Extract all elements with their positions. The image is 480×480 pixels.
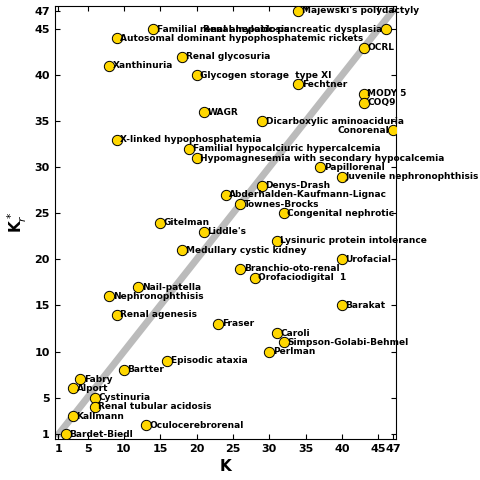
Point	[185, 145, 193, 153]
Text: X-linked hypophosphatemia: X-linked hypophosphatemia	[120, 135, 262, 144]
Text: Autosomal dominant hypophosphatemic rickets: Autosomal dominant hypophosphatemic rick…	[120, 34, 363, 43]
Y-axis label: K$_r^*$: K$_r^*$	[6, 212, 29, 233]
Text: Episodic ataxia: Episodic ataxia	[171, 356, 248, 365]
Point	[338, 255, 346, 263]
Text: Branchio-oto-renal: Branchio-oto-renal	[244, 264, 339, 273]
Point	[164, 357, 171, 365]
Point	[360, 99, 368, 107]
Point	[360, 44, 368, 51]
Point	[106, 292, 113, 300]
Text: Congenital nephrotic: Congenital nephrotic	[288, 209, 395, 218]
Point	[76, 375, 84, 383]
Point	[222, 191, 229, 199]
Point	[69, 384, 77, 392]
Point	[382, 25, 389, 33]
Text: Medullary cystic kidney: Medullary cystic kidney	[186, 246, 306, 255]
Point	[389, 127, 396, 134]
Point	[62, 431, 70, 438]
Text: Conorenal: Conorenal	[337, 126, 389, 135]
Point	[258, 118, 266, 125]
Text: Orofaciodigital  1: Orofaciodigital 1	[258, 273, 347, 282]
Point	[200, 108, 208, 116]
Point	[200, 228, 208, 236]
Text: Fraser: Fraser	[222, 319, 254, 328]
Text: Hypomagnesemia with secondary hypocalcemia: Hypomagnesemia with secondary hypocalcem…	[200, 154, 444, 163]
Text: Denys-Drash: Denys-Drash	[265, 181, 331, 190]
Text: Abderhalden-Kaufmann-Lignac: Abderhalden-Kaufmann-Lignac	[229, 191, 387, 200]
Text: Barakat: Barakat	[346, 301, 386, 310]
Point	[178, 246, 186, 254]
Text: Lysinuric protein intolerance: Lysinuric protein intolerance	[280, 237, 427, 245]
X-axis label: K: K	[220, 459, 231, 474]
Text: Familial hypocalciuric hypercalcemia: Familial hypocalciuric hypercalcemia	[193, 144, 381, 154]
Text: Alport: Alport	[77, 384, 108, 393]
Text: Glycogen storage  type XI: Glycogen storage type XI	[200, 71, 332, 80]
Text: Bardet-Biedl: Bardet-Biedl	[69, 430, 133, 439]
Text: Renal agenesis: Renal agenesis	[120, 310, 197, 319]
Point	[120, 366, 128, 374]
Point	[215, 320, 222, 328]
Point	[178, 53, 186, 60]
Point	[338, 301, 346, 309]
Point	[295, 81, 302, 88]
Text: Oculocerebrorenal: Oculocerebrorenal	[149, 420, 244, 430]
Text: Bartter: Bartter	[128, 365, 164, 374]
Text: OCRL: OCRL	[367, 43, 395, 52]
Point	[156, 219, 164, 227]
Point	[192, 72, 200, 79]
Point	[142, 421, 149, 429]
Point	[280, 338, 288, 346]
Point	[113, 136, 120, 144]
Point	[273, 329, 280, 337]
Point	[91, 403, 98, 410]
Point	[273, 237, 280, 245]
Point	[280, 210, 288, 217]
Point	[149, 25, 157, 33]
Point	[251, 274, 259, 282]
Text: WAGR: WAGR	[207, 108, 238, 117]
Point	[338, 173, 346, 180]
Point	[316, 164, 324, 171]
Text: Nephronophthisis: Nephronophthisis	[113, 292, 204, 301]
Text: Dicarboxylic aminoaciduria: Dicarboxylic aminoaciduria	[265, 117, 404, 126]
Text: Perlman: Perlman	[273, 347, 315, 356]
Text: Townes-Brocks: Townes-Brocks	[244, 200, 319, 209]
Text: Xanthinuria: Xanthinuria	[113, 61, 173, 71]
Point	[236, 265, 244, 273]
Text: Gitelman: Gitelman	[164, 218, 210, 227]
Text: COQ9: COQ9	[367, 98, 396, 108]
Text: Majewski's polydactyly: Majewski's polydactyly	[302, 6, 419, 15]
Text: Papillorenal: Papillorenal	[324, 163, 384, 172]
Text: Renal-hepatic-pancreatic dysplasia: Renal-hepatic-pancreatic dysplasia	[203, 24, 382, 34]
Text: Juvenile nephronophthisis: Juvenile nephronophthisis	[346, 172, 479, 181]
Text: Cystinuria: Cystinuria	[98, 393, 151, 402]
Point	[113, 35, 120, 42]
Point	[113, 311, 120, 319]
Point	[295, 7, 302, 14]
Point	[258, 182, 266, 190]
Text: Urofacial: Urofacial	[346, 255, 392, 264]
Text: Renal glycosuria: Renal glycosuria	[186, 52, 270, 61]
Text: Kallmann: Kallmann	[77, 411, 124, 420]
Point	[192, 154, 200, 162]
Text: Familial renal amyloidosis: Familial renal amyloidosis	[156, 24, 289, 34]
Text: Simpson-Golabi-Behmel: Simpson-Golabi-Behmel	[288, 338, 408, 347]
Text: MODY 5: MODY 5	[367, 89, 407, 98]
Text: Caroli: Caroli	[280, 329, 310, 337]
Point	[360, 90, 368, 97]
Point	[69, 412, 77, 420]
Text: Nail-patella: Nail-patella	[142, 283, 201, 291]
Text: Fechtner: Fechtner	[302, 80, 347, 89]
Point	[134, 283, 142, 291]
Text: Liddle's: Liddle's	[207, 228, 246, 236]
Point	[236, 200, 244, 208]
Text: Fabry: Fabry	[84, 375, 112, 384]
Point	[265, 348, 273, 355]
Text: Renal tubular acidosis: Renal tubular acidosis	[98, 402, 212, 411]
Point	[106, 62, 113, 70]
Point	[91, 394, 98, 401]
